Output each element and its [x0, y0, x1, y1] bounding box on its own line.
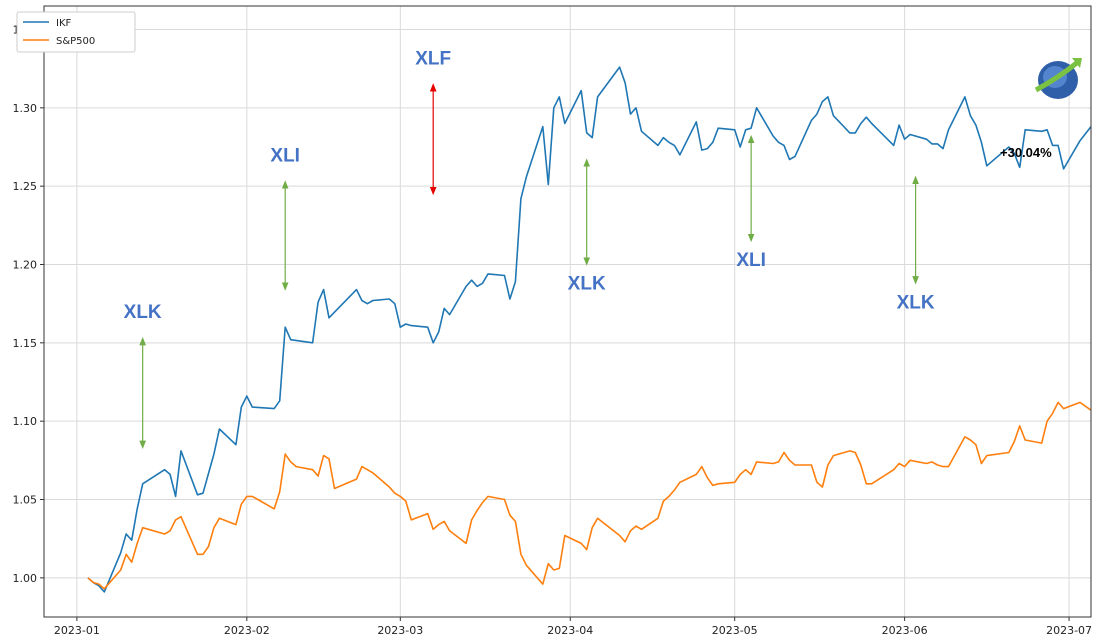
series-line-s-p500 [87, 401, 1092, 590]
logo-arrow-head [1072, 58, 1082, 68]
return-label: +30.04% [1000, 145, 1052, 160]
plot-frame [43, 5, 1092, 618]
y-tick-label-1: 1.05 [13, 494, 38, 507]
annotation-label-xli-4: XLI [736, 250, 766, 271]
sector-annotations: XLK XLI XLF XLK XLI XLK [124, 48, 935, 449]
y-tick-label-3: 1.15 [13, 337, 38, 350]
grid-lines [44, 6, 1091, 617]
axes: 1.001.051.101.151.201.251.301.352023-012… [13, 5, 1092, 637]
annotation-label-xlk-0: XLK [124, 302, 162, 323]
x-tick-label-4: 2023-05 [712, 624, 758, 637]
series-line-ikf [87, 66, 1092, 593]
y-tick-label-6: 1.30 [13, 102, 38, 115]
x-tick-label-3: 2023-04 [547, 624, 593, 637]
annotation-label-xli-1: XLI [270, 145, 300, 166]
y-tick-label-4: 1.20 [13, 259, 38, 272]
x-tick-label-6: 2023-07 [1046, 624, 1092, 637]
legend-label-sp500: S&P500 [56, 36, 95, 47]
series-lines [87, 66, 1092, 593]
x-tick-label-0: 2023-01 [54, 624, 100, 637]
x-tick-label-5: 2023-06 [882, 624, 928, 637]
x-tick-label-2: 2023-03 [377, 624, 423, 637]
y-tick-label-0: 1.00 [13, 572, 38, 585]
annotation-label-xlk-3: XLK [568, 274, 606, 295]
legend: IKF S&P500 [16, 11, 136, 53]
x-tick-label-1: 2023-02 [224, 624, 270, 637]
logo-swoosh [1034, 60, 1080, 93]
annotation-label-xlf-2: XLF [415, 48, 451, 69]
company-logo [1034, 58, 1082, 99]
legend-label-ikf: IKF [56, 18, 72, 29]
annotation-label-xlk-5: XLK [897, 292, 935, 313]
y-tick-label-2: 1.10 [13, 415, 38, 428]
y-tick-label-5: 1.25 [13, 180, 38, 193]
